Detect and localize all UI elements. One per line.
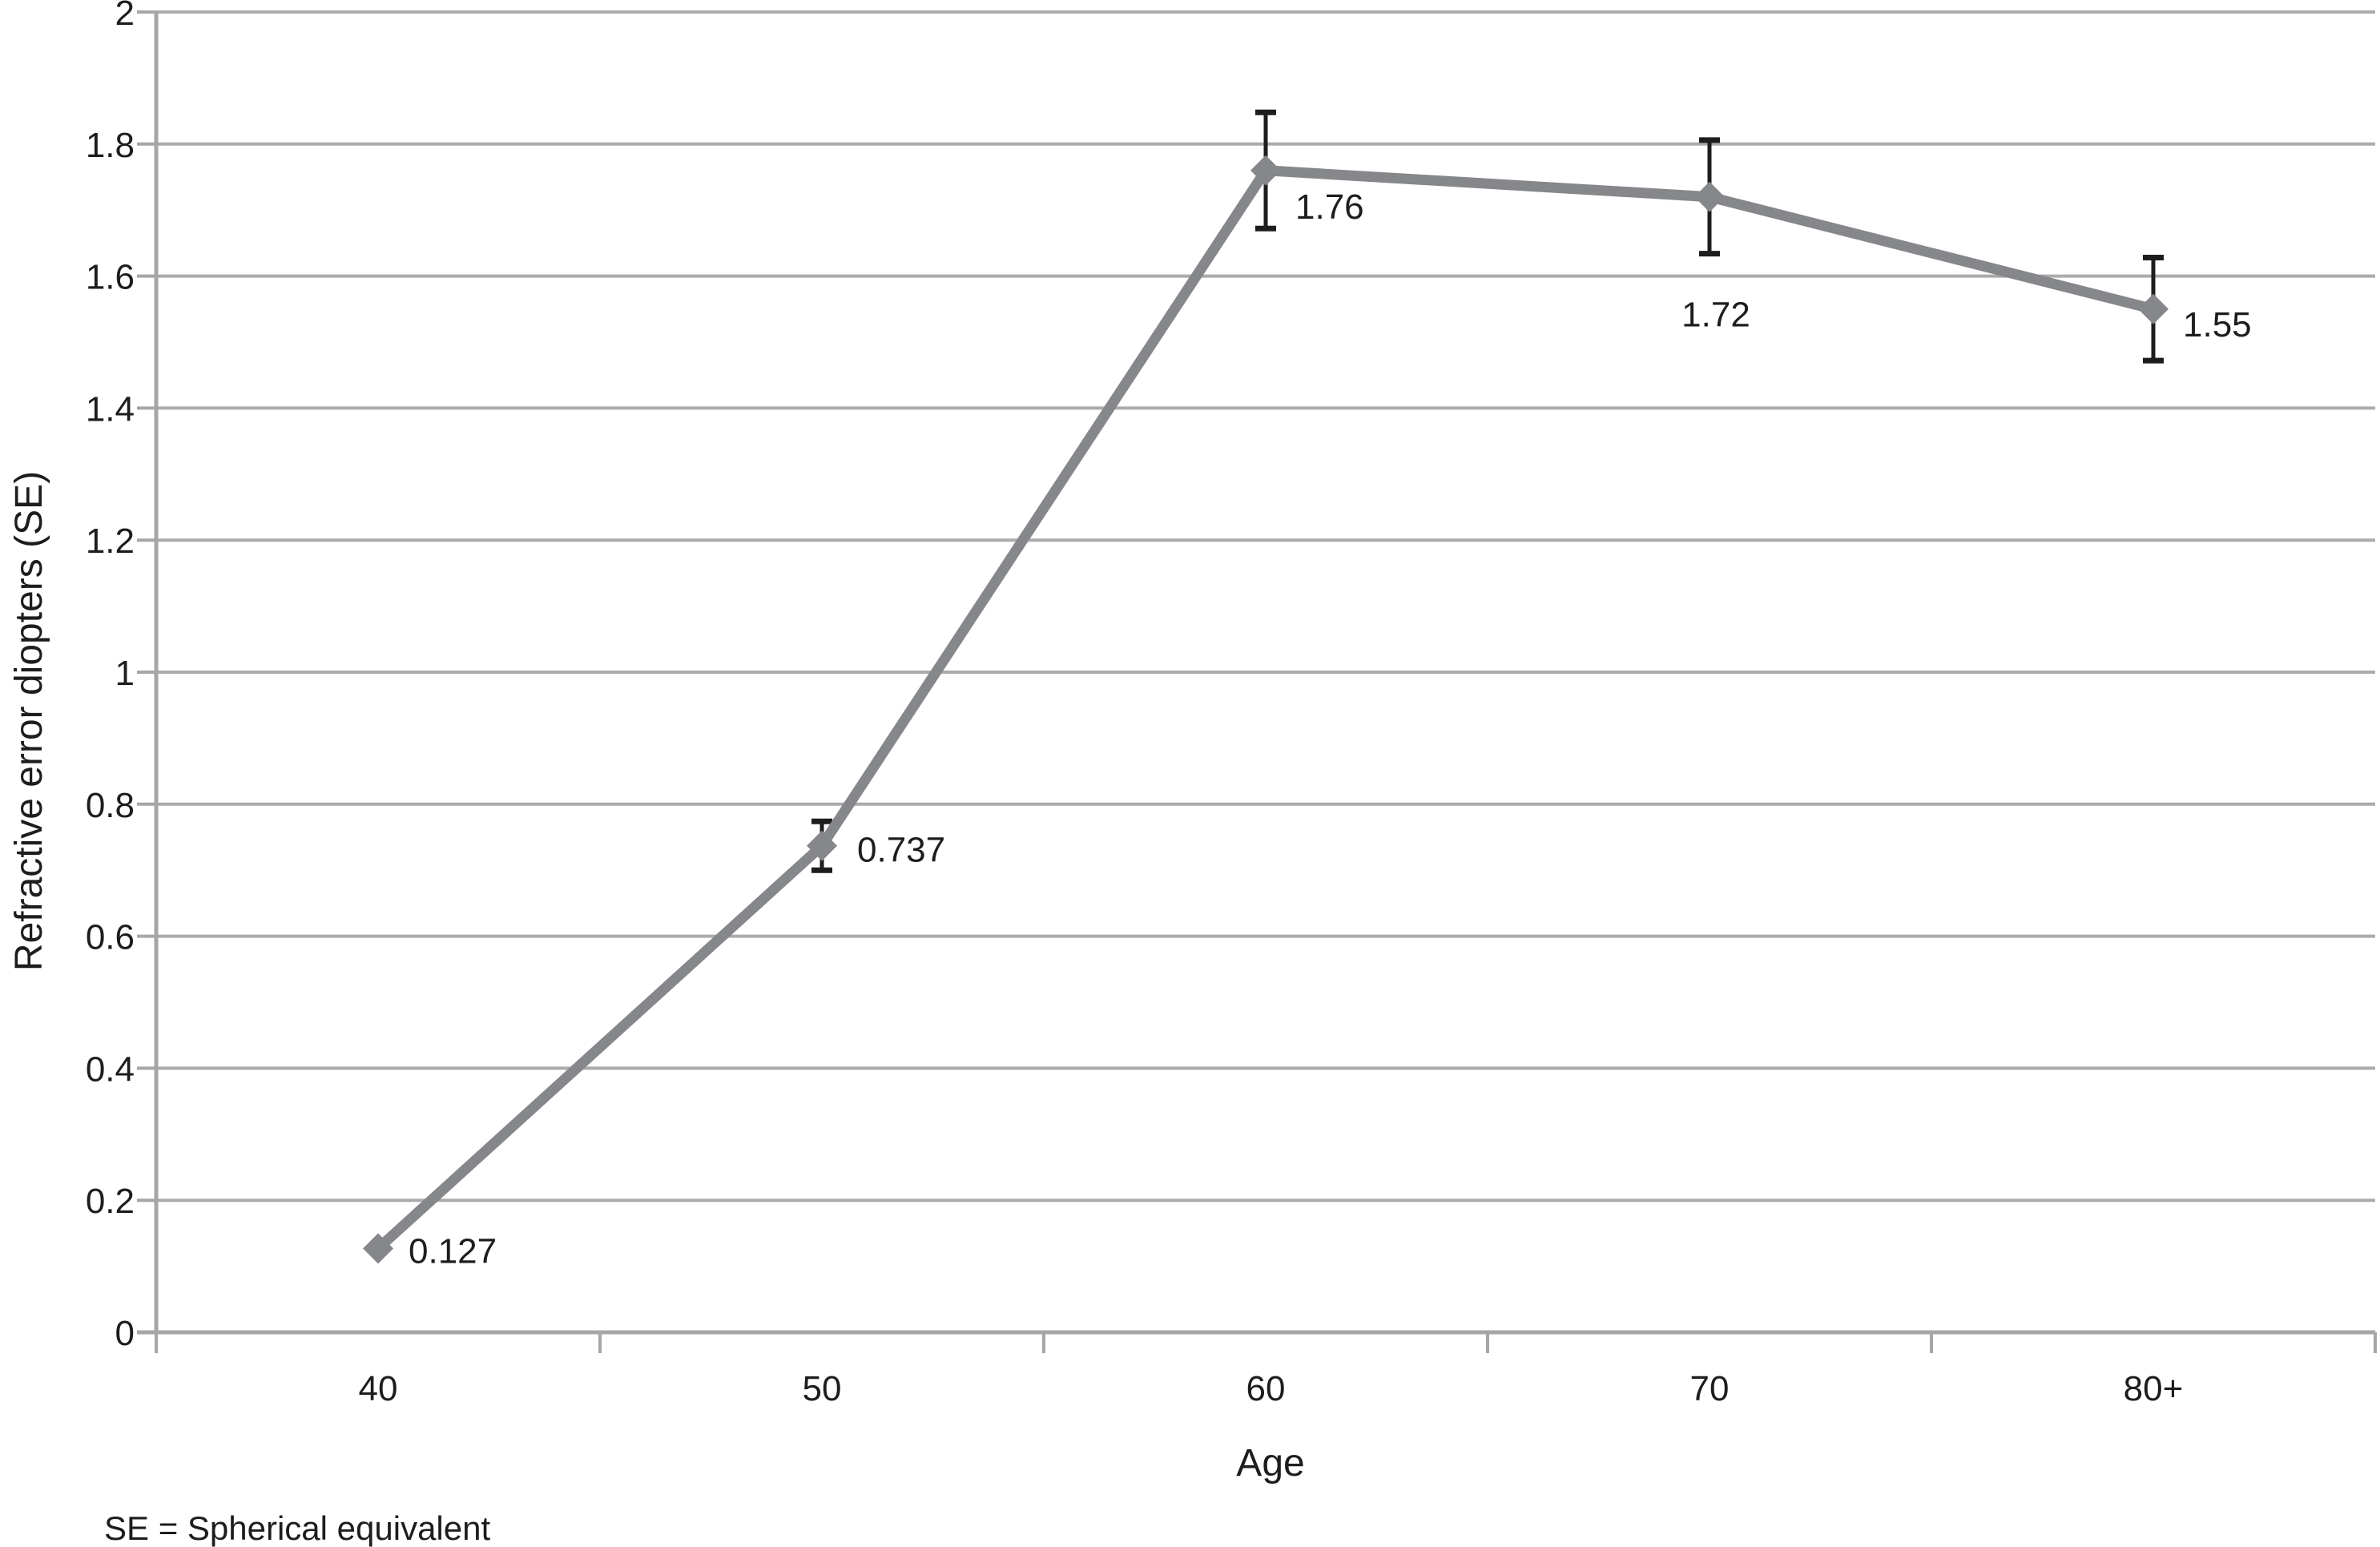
x-tick-label: 40	[359, 1369, 398, 1408]
x-tick-label: 60	[1246, 1369, 1286, 1408]
y-tick-label: 2	[115, 0, 135, 33]
y-tick-label: 0.2	[86, 1182, 135, 1221]
y-tick-label: 1.2	[86, 522, 135, 561]
x-tick-label: 50	[803, 1369, 842, 1408]
error-bars	[811, 109, 2164, 873]
y-tick-label: 0.8	[86, 786, 135, 825]
y-axis-tick-labels: 0 0.2 0.4 0.6 0.8 1 1.2 1.4 1.6 1.8 2	[86, 0, 135, 1353]
data-point-marker	[807, 830, 837, 861]
data-label: 0.737	[857, 831, 945, 870]
x-axis-title: Age	[1236, 1442, 1304, 1485]
data-label: 1.55	[2183, 305, 2252, 344]
data-label: 1.72	[1681, 296, 1750, 335]
data-labels: 0.127 0.737 1.76 1.72 1.55	[409, 187, 2252, 1271]
y-tick-label: 0	[115, 1314, 135, 1353]
data-point-marker	[1694, 181, 1725, 212]
series-line	[374, 165, 2155, 1253]
data-point-marker	[363, 1233, 393, 1264]
y-tick-label: 1.6	[86, 258, 135, 297]
footnote: SE = Spherical equivalent	[104, 1509, 490, 1547]
data-point-marker	[2138, 293, 2169, 324]
y-tick-label: 1	[115, 654, 135, 693]
y-tick-label: 0.4	[86, 1049, 135, 1089]
y-tick-label: 1.8	[86, 126, 135, 165]
data-label: 0.127	[409, 1231, 497, 1271]
series-polyline	[374, 165, 2155, 1253]
x-axis-tick-labels: 40 50 60 70 80+	[359, 1369, 2184, 1408]
axes-and-ticks	[137, 10, 2377, 1353]
data-point-marker	[1250, 155, 1281, 186]
y-tick-label: 1.4	[86, 389, 135, 429]
x-tick-label: 80+	[2124, 1369, 2184, 1408]
y-axis-title: Refractive error diopters (SE)	[8, 471, 50, 971]
x-tick-label: 70	[1690, 1369, 1730, 1408]
data-point-markers	[363, 155, 2169, 1264]
y-tick-label: 0.6	[86, 918, 135, 957]
data-label: 1.76	[1295, 187, 1364, 227]
